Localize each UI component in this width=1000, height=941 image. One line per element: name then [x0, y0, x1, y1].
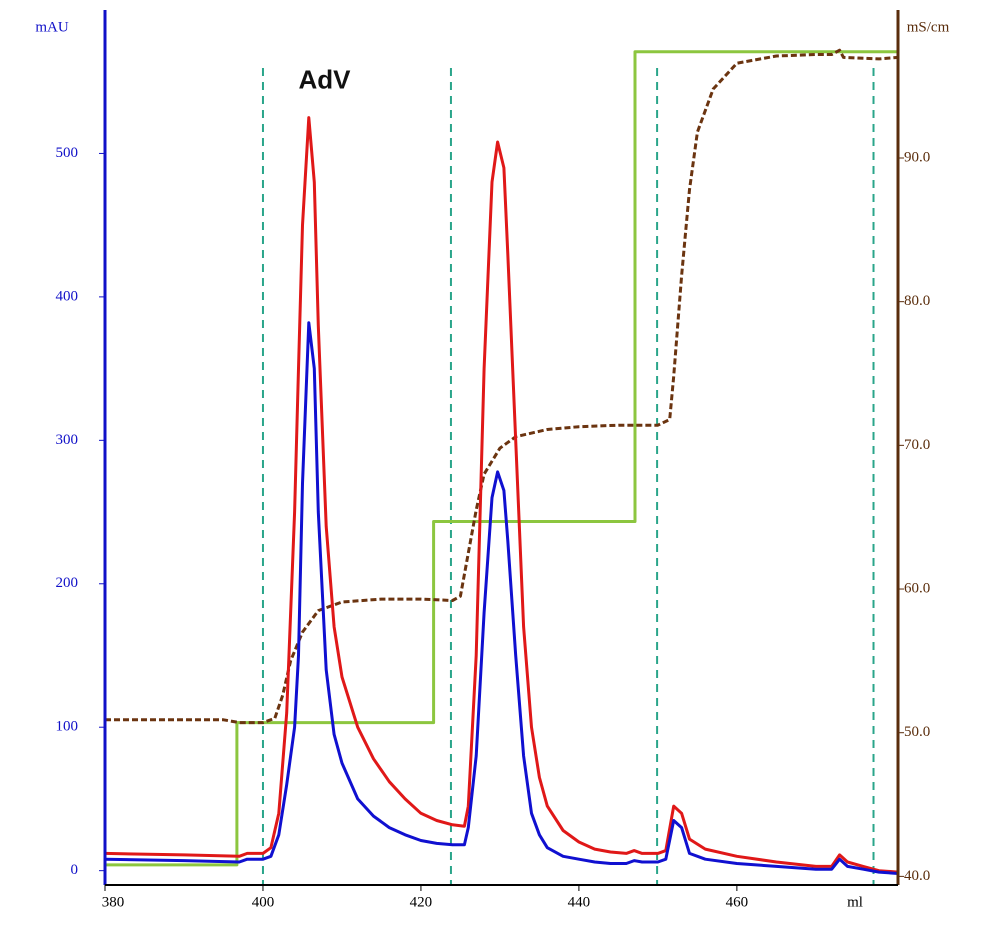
series-line [104, 321, 899, 875]
y-tick-label: 0 [71, 862, 79, 878]
y2-axis-label: mS/cm [907, 19, 950, 35]
y2-tick-label: 80.0 [904, 293, 930, 309]
x-tick-label: 420 [410, 894, 433, 910]
y-axis-label: mAU [35, 19, 69, 35]
y2-tick-label: 50.0 [904, 724, 930, 740]
y-tick-label: 300 [56, 432, 79, 448]
y-tick-label: 400 [56, 288, 79, 304]
y2-tick-label: 60.0 [904, 580, 930, 596]
x-tick-label: 380 [102, 894, 125, 910]
x-tick-label: 400 [252, 894, 275, 910]
x-tick-label: 460 [726, 894, 749, 910]
series-line [105, 50, 898, 867]
y-tick-label: 100 [56, 719, 79, 735]
y-tick-label: 200 [56, 575, 79, 591]
x-tick-label: 440 [568, 894, 591, 910]
y2-tick-label: 90.0 [904, 149, 930, 165]
annotation: AdV [299, 65, 352, 95]
y2-tick-label: 40.0 [904, 868, 930, 884]
y2-tick-label: 70.0 [904, 437, 930, 453]
series-line [105, 48, 899, 725]
x-axis-label: ml [847, 894, 863, 910]
series-line [104, 116, 899, 874]
y-tick-label: 500 [56, 145, 79, 161]
